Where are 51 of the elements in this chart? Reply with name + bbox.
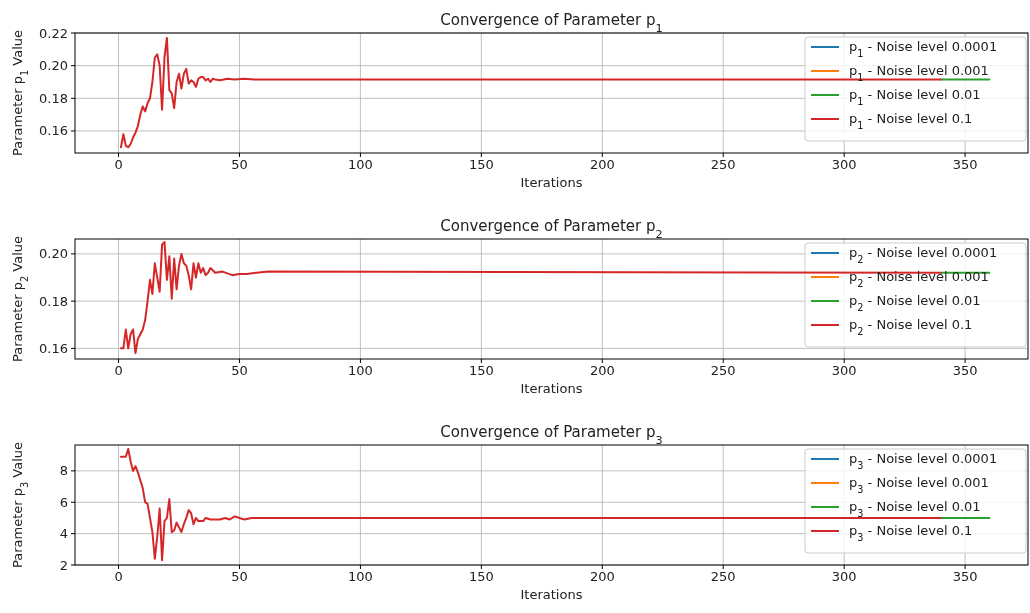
chart-title: Convergence of Parameter p$_{2}$ (440, 217, 663, 241)
x-axis-title: Iterations (520, 587, 583, 602)
y-tick-label: 0.22 (39, 25, 68, 41)
x-tick-label: 100 (348, 157, 373, 172)
x-tick-label: 0 (114, 363, 123, 378)
legend-label: p$_{2}$ - Noise level 0.1 (849, 317, 973, 337)
x-tick-label: 250 (710, 363, 736, 378)
legend-label: p$_{3}$ - Noise level 0.0001 (849, 451, 998, 471)
legend-label: p$_{2}$ - Noise level 0.0001 (849, 245, 998, 265)
x-axis-title: Iterations (520, 175, 583, 190)
x-tick-label: 300 (831, 569, 857, 584)
x-tick-label: 50 (231, 363, 248, 378)
x-tick-label: 350 (952, 363, 978, 378)
y-tick-label: 0.20 (39, 246, 68, 262)
y-tick-label: 2 (59, 557, 68, 573)
x-tick-label: 0 (114, 569, 123, 584)
x-tick-label: 0 (114, 157, 123, 172)
legend-label: p$_{1}$ - Noise level 0.0001 (849, 39, 998, 59)
y-tick-label: 4 (59, 526, 68, 542)
y-tick-label: 6 (59, 494, 68, 510)
x-tick-label: 200 (589, 569, 615, 584)
x-tick-label: 150 (468, 363, 494, 378)
y-tick-label: 0.18 (39, 293, 68, 309)
x-tick-label: 350 (952, 569, 978, 584)
x-axis-title: Iterations (520, 381, 583, 396)
x-tick-label: 100 (348, 569, 373, 584)
y-tick-label: 8 (59, 463, 68, 479)
x-tick-label: 200 (589, 157, 615, 172)
y-tick-label: 0.16 (39, 123, 68, 139)
chart-title: Convergence of Parameter p$_{1}$ (440, 11, 663, 35)
x-tick-label: 150 (468, 569, 494, 584)
x-tick-label: 250 (710, 157, 736, 172)
y-tick-label: 0.16 (39, 340, 68, 356)
chart-title: Convergence of Parameter p$_{3}$ (440, 423, 663, 447)
x-tick-label: 200 (589, 363, 615, 378)
x-tick-label: 100 (348, 363, 373, 378)
legend-label: p$_{1}$ - Noise level 0.1 (849, 111, 973, 131)
legend-label: p$_{3}$ - Noise level 0.001 (849, 475, 989, 495)
x-tick-label: 50 (231, 157, 248, 172)
legend-label: p$_{3}$ - Noise level 0.1 (849, 523, 973, 543)
y-tick-label: 0.18 (39, 90, 68, 106)
y-tick-label: 0.20 (39, 58, 68, 74)
legend-label: p$_{3}$ - Noise level 0.01 (849, 499, 981, 519)
x-tick-label: 300 (831, 363, 857, 378)
x-tick-label: 300 (831, 157, 857, 172)
x-tick-label: 150 (468, 157, 494, 172)
x-tick-label: 50 (231, 569, 248, 584)
x-tick-label: 350 (952, 157, 978, 172)
legend-label: p$_{1}$ - Noise level 0.01 (849, 87, 981, 107)
x-tick-label: 250 (710, 569, 736, 584)
legend-label: p$_{2}$ - Noise level 0.01 (849, 293, 981, 313)
